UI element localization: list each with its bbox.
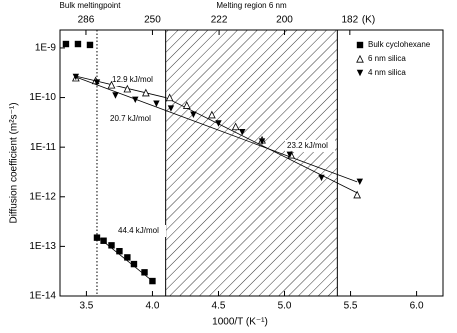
legend-label: 4 nm silica xyxy=(368,68,406,77)
fit-label-bg xyxy=(108,113,158,125)
fit-label: 20.7 kJ/mol xyxy=(110,114,151,123)
bulk-melting-label: Bulk meltingpoint xyxy=(60,1,122,10)
x-tick-label: 4.0 xyxy=(145,301,159,312)
data-point xyxy=(123,84,132,93)
data-point xyxy=(286,151,293,159)
y-tick-label: 1E-11 xyxy=(30,142,56,153)
data-point xyxy=(182,101,191,109)
data-point xyxy=(231,122,240,131)
x2-tick-label: 286 xyxy=(78,15,95,26)
data-point xyxy=(239,129,246,136)
data-point xyxy=(100,237,107,244)
legend-marker xyxy=(356,69,364,77)
data-point xyxy=(141,88,150,97)
fit-label-bg xyxy=(110,74,160,86)
fit-label: 44.4 kJ/mol xyxy=(118,226,159,235)
plot-frame xyxy=(59,29,444,297)
data-point xyxy=(93,79,101,86)
region-label: Melting region 6 nm xyxy=(216,1,287,10)
data-point xyxy=(215,120,222,127)
fit-line xyxy=(75,76,358,183)
data-point xyxy=(130,260,138,268)
data-point xyxy=(353,190,362,199)
melting-region xyxy=(165,29,338,297)
y-tick-label: 1E-9 xyxy=(35,43,57,54)
x-tick-label: 6.0 xyxy=(410,301,424,312)
x2-tick-label: 222 xyxy=(211,15,228,26)
x2-tick-label: 200 xyxy=(276,15,293,26)
data-point xyxy=(112,92,119,99)
x2-tick-label: 182 xyxy=(341,15,358,26)
data-point xyxy=(149,277,156,285)
y-tick-label: 1E-13 xyxy=(29,241,56,252)
legend-label: Bulk cyclohexane xyxy=(368,40,431,49)
data-point xyxy=(116,247,123,255)
fit-label: 23.2 kJ/mol xyxy=(287,141,328,150)
legend-label: 6 nm silica xyxy=(368,54,406,63)
fit-label-bg xyxy=(285,140,335,152)
y-tick-label: 1E-12 xyxy=(29,191,56,202)
data-point xyxy=(93,234,101,241)
x2-axis-label: (K) xyxy=(362,15,375,26)
x2-tick-label: 250 xyxy=(144,15,161,26)
data-point xyxy=(124,254,131,261)
data-point xyxy=(132,96,139,104)
x-tick-label: 5.5 xyxy=(344,301,358,312)
data-point xyxy=(318,174,325,182)
x-tick-label: 3.5 xyxy=(79,301,93,312)
data-point xyxy=(141,269,148,276)
legend-marker xyxy=(356,41,364,49)
data-point xyxy=(208,110,216,119)
data-point xyxy=(86,41,94,49)
data-point xyxy=(167,105,175,112)
y-tick-label: 1E-10 xyxy=(29,92,56,103)
data-point xyxy=(165,93,174,102)
data-point xyxy=(74,40,82,48)
data-point xyxy=(153,100,160,107)
data-point xyxy=(356,178,363,186)
legend-marker xyxy=(356,54,364,63)
fit-line xyxy=(75,75,166,98)
fit-label-bg xyxy=(116,225,166,237)
data-point xyxy=(107,80,116,89)
data-point xyxy=(108,242,115,249)
data-point xyxy=(190,111,197,118)
y-axis-label: Diffusion coefficient (m²s⁻¹) xyxy=(9,102,20,223)
fit-line xyxy=(165,97,358,194)
data-point xyxy=(258,138,266,145)
x-axis-label: 1000/T (K⁻¹) xyxy=(212,317,268,328)
data-point xyxy=(72,73,80,81)
x-tick-label: 5.0 xyxy=(278,301,292,312)
x-tick-label: 4.5 xyxy=(212,301,226,312)
y-tick-label: 1E-14 xyxy=(29,291,56,302)
data-point xyxy=(62,40,70,48)
fit-label: 12.9 kJ/mol xyxy=(112,75,153,84)
